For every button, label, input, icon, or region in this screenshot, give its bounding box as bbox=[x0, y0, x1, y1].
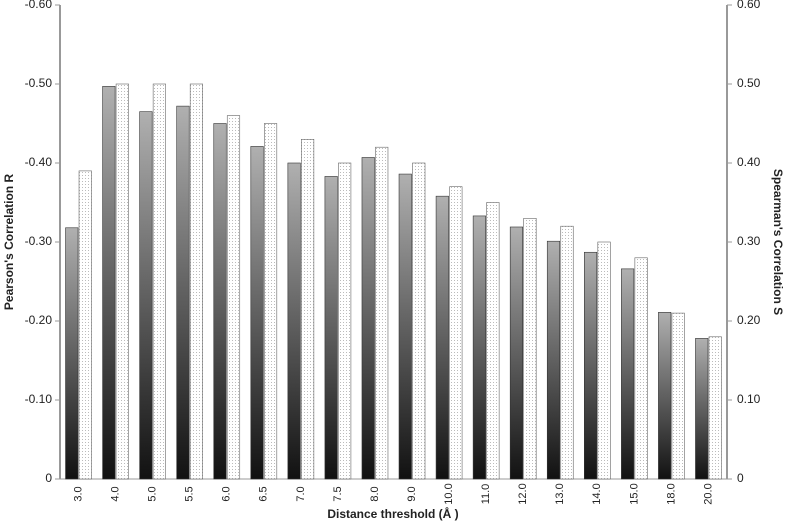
x-tick-label: 11.0 bbox=[480, 484, 492, 505]
x-tick-label: 18.0 bbox=[665, 483, 677, 504]
bar bbox=[78, 170, 92, 480]
bar bbox=[301, 139, 315, 480]
y-axis-title: Pearson's Correlation R bbox=[2, 174, 16, 311]
x-tick-label: 7.5 bbox=[332, 486, 344, 501]
x-tick-label: 4.0 bbox=[109, 486, 121, 501]
bar bbox=[560, 225, 574, 480]
y2-tick-label: 0.40 bbox=[737, 155, 761, 169]
bar bbox=[324, 176, 338, 480]
bar bbox=[584, 251, 598, 480]
y-tick-label: -0.40 bbox=[25, 155, 53, 169]
bar bbox=[226, 115, 241, 480]
x-tick-label: 3.0 bbox=[72, 486, 84, 501]
bar bbox=[597, 241, 611, 480]
bar bbox=[176, 105, 190, 480]
y2-tick-label: 0.20 bbox=[737, 313, 761, 327]
x-tick-label: 20.0 bbox=[702, 483, 714, 504]
bar bbox=[412, 162, 426, 480]
bar bbox=[375, 146, 389, 480]
bar bbox=[546, 240, 561, 480]
x-tick-label: 7.0 bbox=[295, 486, 307, 501]
y-tick-label: -0.20 bbox=[25, 313, 53, 327]
bar bbox=[65, 227, 79, 480]
bar bbox=[250, 146, 264, 480]
bar bbox=[139, 111, 153, 480]
x-axis-title: Distance threshold (Å ) bbox=[327, 506, 458, 521]
y2-tick-label: 0 bbox=[737, 471, 744, 485]
y-tick-label: -0.50 bbox=[25, 76, 53, 90]
bar bbox=[361, 157, 375, 480]
bar bbox=[398, 173, 412, 480]
y2-tick-label: 0.60 bbox=[737, 0, 761, 11]
x-tick-label: 13.0 bbox=[554, 483, 566, 504]
bar bbox=[338, 162, 352, 480]
bar bbox=[509, 226, 523, 480]
bar bbox=[264, 123, 278, 480]
bar bbox=[189, 83, 203, 480]
y2-tick-label: 0.10 bbox=[737, 392, 761, 406]
y-tick-label: 0 bbox=[45, 471, 52, 485]
x-tick-label: 14.0 bbox=[591, 483, 603, 504]
bar bbox=[449, 186, 463, 480]
bar bbox=[435, 195, 449, 480]
bar bbox=[708, 336, 722, 480]
bar bbox=[621, 268, 635, 480]
bar bbox=[472, 215, 486, 480]
y2-tick-label: 0.30 bbox=[737, 234, 761, 248]
bar bbox=[287, 162, 301, 480]
bar bbox=[486, 202, 500, 480]
bar bbox=[695, 338, 709, 480]
y-tick-label: -0.10 bbox=[25, 392, 53, 406]
y2-tick-label: 0.50 bbox=[737, 76, 761, 90]
x-tick-label: 6.0 bbox=[221, 486, 233, 501]
bar bbox=[115, 83, 129, 480]
x-tick-label: 6.5 bbox=[258, 486, 270, 501]
bar bbox=[634, 257, 648, 480]
x-tick-label: 10.0 bbox=[443, 483, 455, 504]
bar bbox=[658, 312, 672, 480]
x-tick-label: 9.0 bbox=[406, 486, 418, 501]
bar bbox=[523, 218, 537, 480]
bar bbox=[152, 83, 166, 480]
y-tick-label: -0.30 bbox=[25, 234, 53, 248]
bar bbox=[671, 312, 685, 480]
y-tick-label: -0.60 bbox=[25, 0, 53, 11]
y2-axis-title: Spearman's Correlation S bbox=[771, 169, 785, 315]
bar bbox=[213, 123, 227, 480]
bar bbox=[102, 86, 116, 480]
x-tick-label: 8.0 bbox=[369, 486, 381, 501]
x-tick-label: 15.0 bbox=[628, 483, 640, 504]
x-tick-label: 5.5 bbox=[184, 486, 196, 501]
x-tick-label: 12.0 bbox=[517, 483, 529, 504]
x-tick-label: 5.0 bbox=[147, 486, 159, 501]
